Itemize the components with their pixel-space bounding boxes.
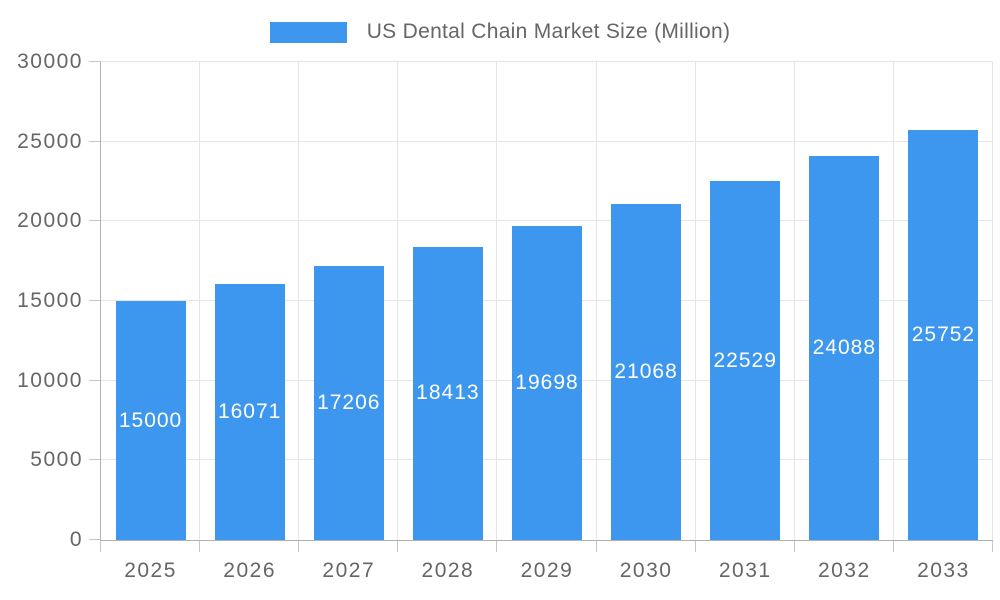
x-tick-mark [496,540,498,552]
gridline-v [199,62,201,540]
bar-value-label: 25752 [911,322,976,346]
x-tick-label: 2030 [619,559,673,582]
bar-2027[interactable] [313,265,384,540]
y-tick-mark [89,539,101,540]
y-tick-mark [89,61,101,62]
x-tick-mark [397,540,399,552]
x-tick-label: 2029 [520,559,574,582]
legend-swatch [269,21,347,43]
y-tick-mark [89,379,101,381]
bar-value-label: 22529 [713,348,777,372]
y-tick-label: 5000 [30,448,83,472]
bar-2032[interactable] [809,156,880,540]
x-tick-label: 2032 [817,559,871,582]
bar-value-label: 15000 [118,408,183,432]
bar-2025[interactable] [115,301,186,540]
x-tick-label: 2025 [124,559,177,582]
x-tick-mark [595,540,597,552]
bar-2031[interactable] [710,181,781,540]
gridline-v [992,62,993,540]
y-tick-label: 0 [69,528,83,551]
x-tick-mark [298,540,300,552]
y-tick-mark [89,300,101,301]
x-tick-mark [100,540,101,552]
bar-2026[interactable] [214,283,285,540]
bar-value-label: 17206 [317,390,381,414]
bar-2028[interactable] [412,246,483,540]
gridline-h [101,220,993,222]
x-tick-label: 2033 [917,559,970,582]
y-axis-line [100,62,101,540]
gridline-v [496,62,498,540]
x-tick-label: 2028 [421,559,475,582]
y-tick-mark [89,459,101,461]
y-tick-label: 20000 [17,209,83,233]
bar-2029[interactable] [512,226,582,540]
gridline-h [101,61,993,62]
bar-2033[interactable] [908,129,979,540]
gridline-v [793,62,795,540]
gridline-h [101,140,993,142]
x-tick-mark [892,540,894,552]
bar-value-label: 18413 [416,381,480,405]
x-tick-label: 2031 [718,559,772,582]
x-tick-mark [992,540,993,552]
y-tick-label: 10000 [17,368,83,392]
bar-value-label: 19698 [515,371,579,395]
x-axis-line [100,540,993,541]
gridline-v [595,62,597,540]
chart-legend[interactable]: US Dental Chain Market Size (Million) [0,21,1000,43]
y-tick-label: 15000 [17,289,83,312]
legend-label: US Dental Chain Market Size (Million) [366,20,731,43]
gridline-v [892,62,894,540]
gridline-v [298,62,300,540]
x-tick-label: 2027 [322,559,376,582]
x-tick-mark [199,540,201,552]
x-tick-mark [694,540,696,552]
y-tick-label: 25000 [17,129,83,153]
y-tick-mark [89,140,101,142]
x-tick-mark [793,540,795,552]
bar-value-label: 21068 [614,360,678,384]
bar-value-label: 24088 [812,336,877,360]
gridline-v [397,62,399,540]
bar-value-label: 16071 [217,399,282,423]
y-tick-label: 30000 [17,50,83,73]
x-tick-label: 2026 [223,559,277,582]
y-tick-mark [89,220,101,222]
gridline-v [694,62,696,540]
bar-2030[interactable] [611,204,682,540]
